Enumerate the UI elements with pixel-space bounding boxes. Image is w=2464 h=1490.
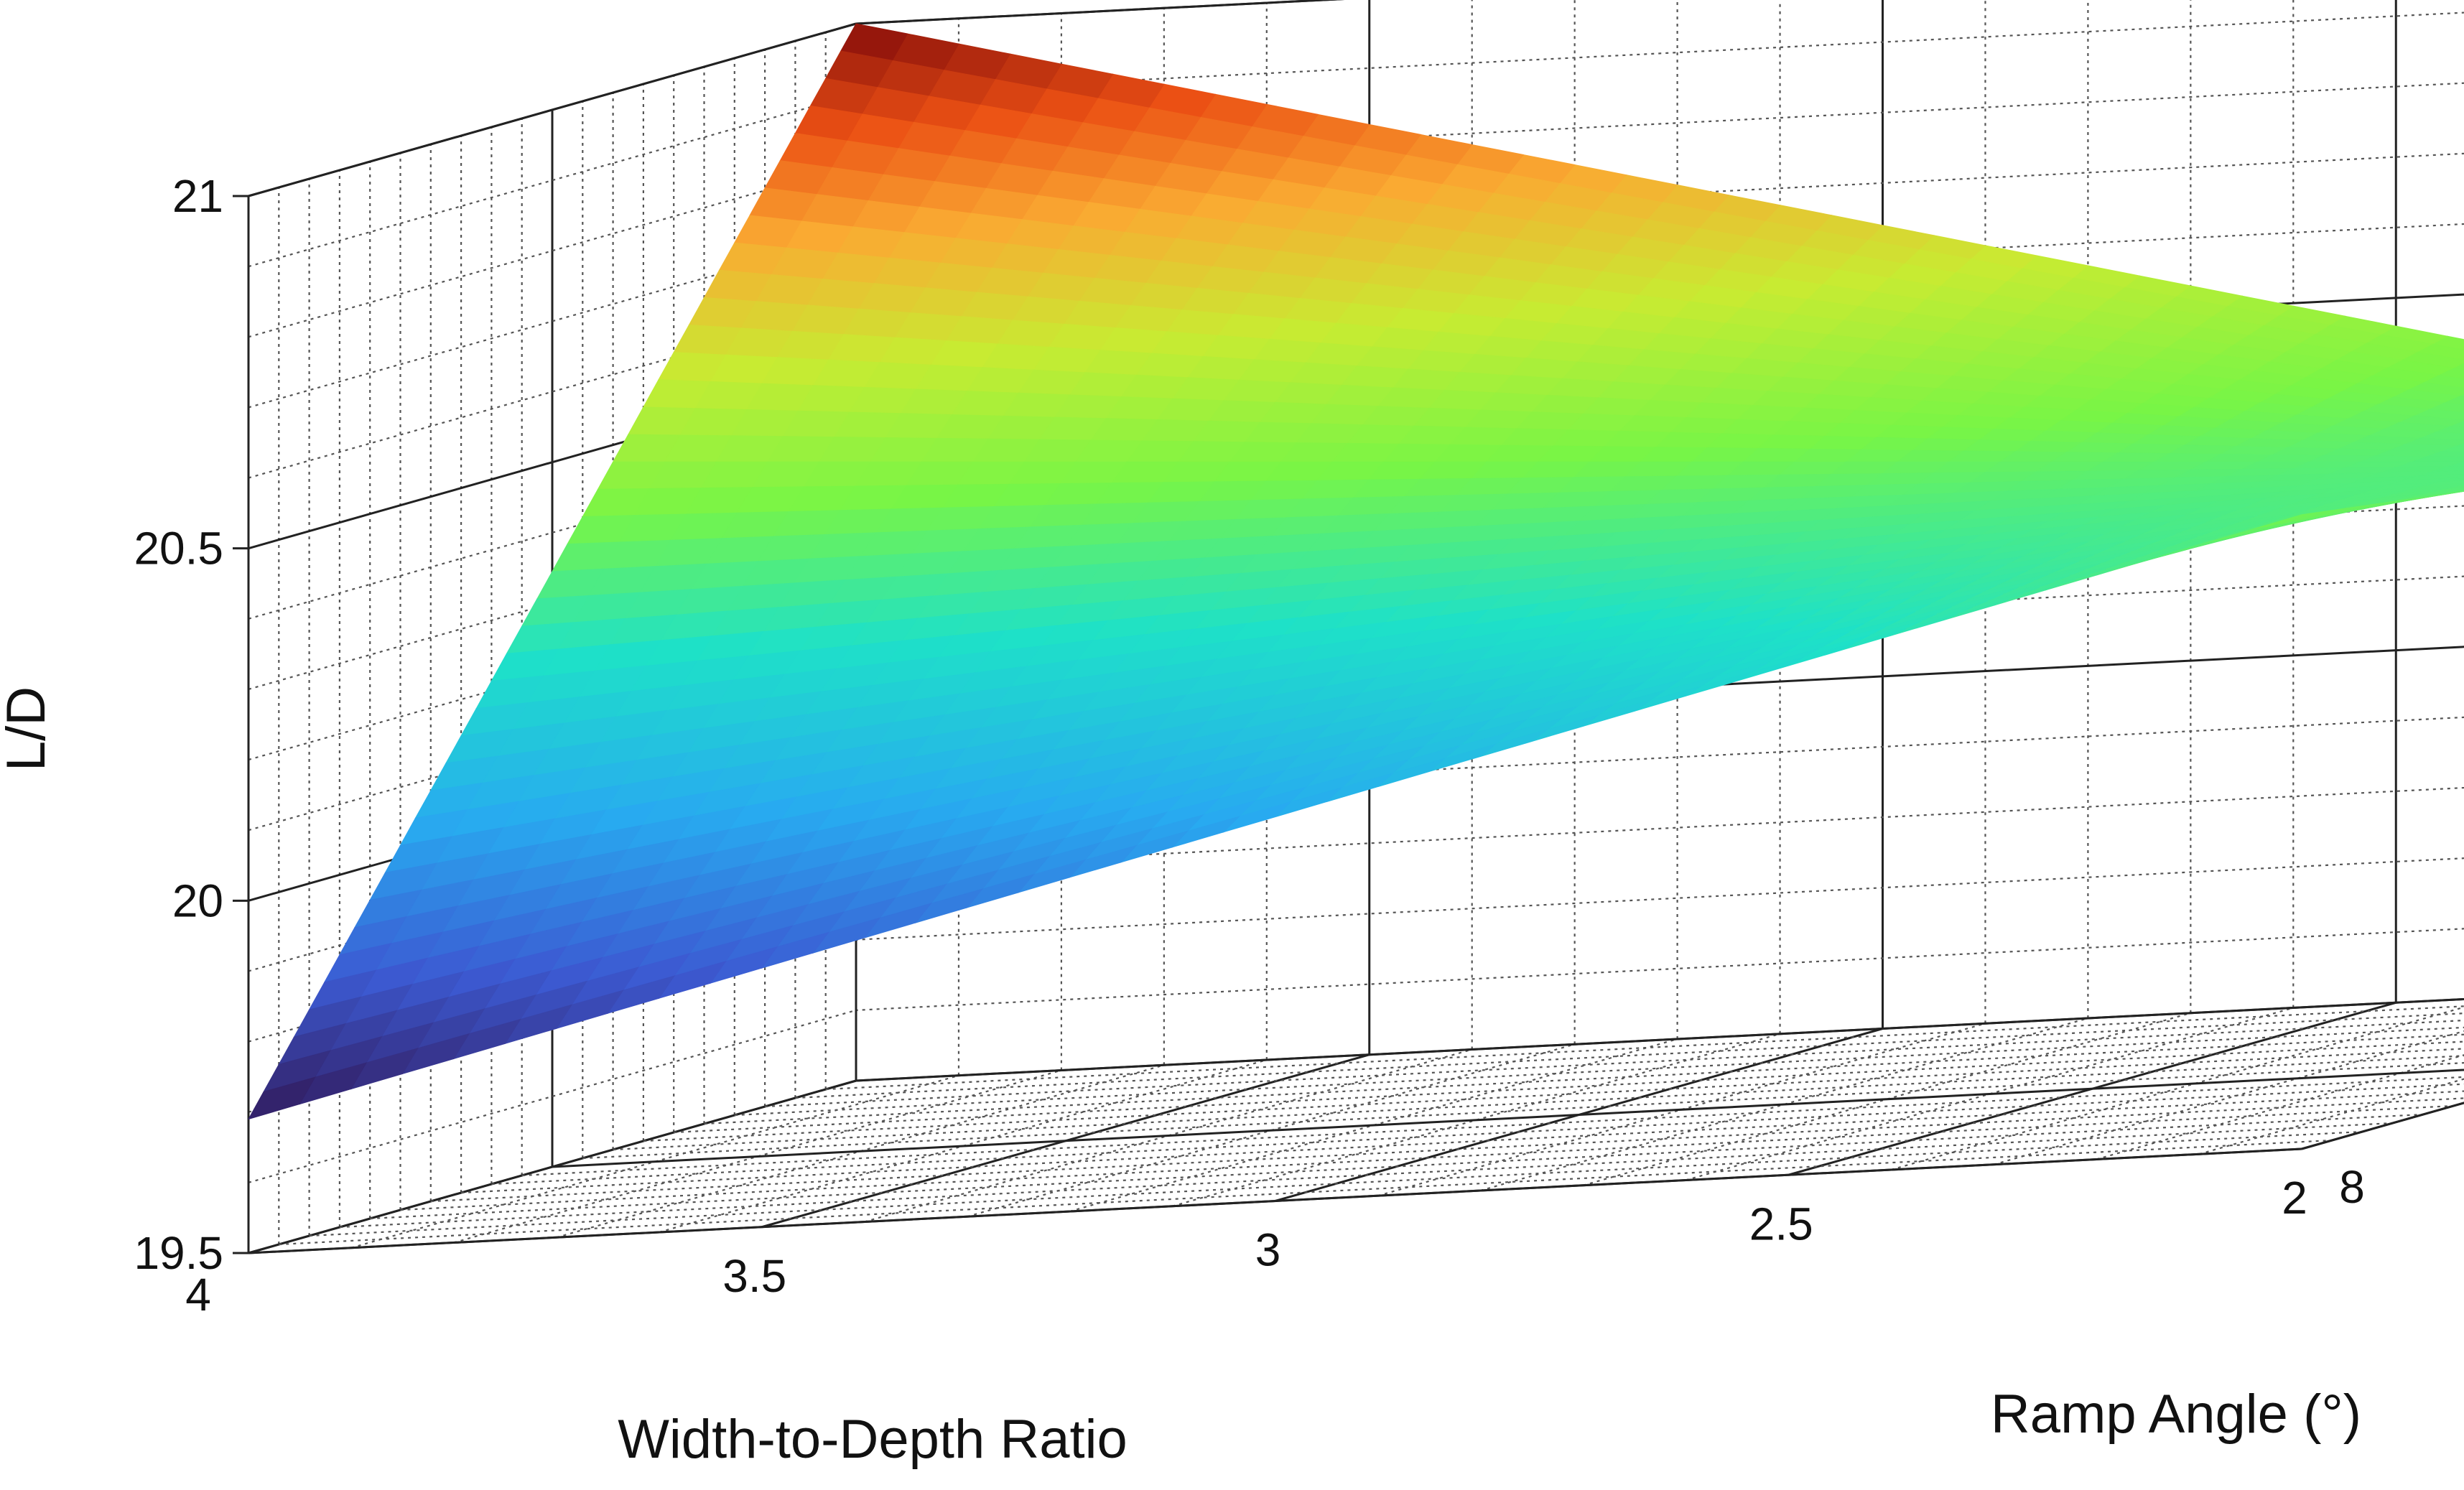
grid-line <box>400 1104 2454 1211</box>
grid-line <box>461 1090 2464 1194</box>
grid-line <box>855 716 2464 800</box>
grid-line <box>556 1064 1165 1239</box>
grid-line <box>1993 1030 2464 1165</box>
z-axis-label: L/D <box>0 686 57 771</box>
grid-line <box>1172 1033 1780 1207</box>
grid-line <box>765 1019 2464 1108</box>
grid-line <box>453 1069 1062 1244</box>
grid-line <box>582 1062 2464 1160</box>
y-axis-line <box>2301 1102 2464 1150</box>
grid-line <box>1069 1038 1678 1213</box>
grid-line <box>734 1026 2464 1117</box>
grid-line <box>967 1043 1575 1218</box>
grid-line <box>643 1048 2464 1142</box>
grid-line <box>491 1083 2464 1186</box>
grid-line <box>855 152 2464 236</box>
x-tick-label: 3.5 <box>722 1250 786 1302</box>
x-tick-label: 4 <box>185 1269 211 1321</box>
z-tick-label: 19.5 <box>134 1227 223 1279</box>
grid-line <box>855 11 2464 96</box>
grid-line <box>795 1012 2464 1099</box>
grid-line <box>855 82 2464 166</box>
grid-line <box>864 1048 1473 1223</box>
z-tick-label: 20.5 <box>134 523 223 574</box>
grid-line <box>613 1055 2464 1151</box>
grid-line <box>350 1074 959 1249</box>
surface-plot <box>247 23 2464 1120</box>
grid-line <box>855 997 2464 1082</box>
x-axis-line <box>248 1147 2302 1254</box>
grid-line <box>279 1139 2333 1246</box>
grid-line <box>521 1076 2464 1177</box>
grid-line <box>339 1122 2393 1229</box>
x-tick-label: 2.5 <box>1749 1198 1813 1249</box>
grid-line <box>1890 1006 2464 1171</box>
grid-line <box>855 857 2464 941</box>
grid-line <box>825 1005 2464 1091</box>
grid-line <box>674 1040 2464 1134</box>
grid-line <box>248 164 857 338</box>
box-edge <box>855 0 1345 25</box>
grid-line <box>855 786 2464 870</box>
grid-line <box>248 93 857 268</box>
x-tick-label: 3 <box>1255 1224 1281 1276</box>
grid-line <box>552 1068 2464 1168</box>
grid-line <box>1480 1017 2088 1192</box>
box-edge <box>248 22 857 197</box>
surface-patch <box>247 1076 316 1120</box>
grid-line <box>2198 1078 2464 1155</box>
grid-line <box>1377 1023 1986 1197</box>
grid-line <box>309 1130 2363 1237</box>
grid-line <box>430 1097 2464 1203</box>
grid-line <box>1685 1007 2294 1181</box>
y-axis-label: Ramp Angle (°) <box>1991 1384 2361 1445</box>
grid-line <box>704 1033 2464 1125</box>
z-tick-label: 20 <box>172 875 223 926</box>
z-tick-label: 21 <box>172 170 223 222</box>
x-axis-label: Width-to-Depth Ratio <box>618 1409 1128 1470</box>
y-tick-label: 8 <box>2339 1161 2365 1213</box>
grid-line <box>659 1058 1268 1234</box>
grid-line <box>855 997 2464 1082</box>
x-tick-label: 2 <box>2282 1172 2307 1224</box>
grid-line <box>1583 1012 2191 1186</box>
grid-line <box>855 928 2464 1011</box>
grid-line <box>370 1113 2424 1220</box>
grid-line <box>248 1009 857 1183</box>
